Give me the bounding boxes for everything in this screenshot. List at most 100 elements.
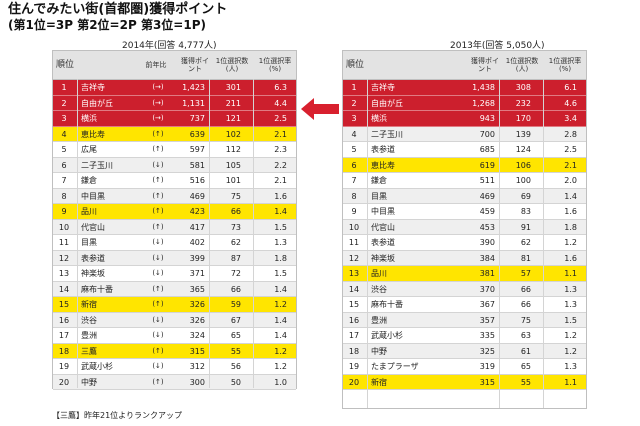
area-name-cell: 鎌倉 [81,176,97,185]
rate-cell: 1.0 [274,377,287,387]
rank-cell: 7 [351,176,357,185]
area-name-cell: 中野 [371,346,387,356]
trend-cell: (↑) [152,222,164,231]
rate-cell: 1.3 [564,362,577,371]
table-row: 11 表参道 390 62 1.2 [343,235,586,251]
trend-cell: (↑) [152,300,164,308]
votes-cell: 101 [225,176,241,185]
rate-cell: 1.8 [564,222,577,232]
table-row: 11 目黒 (↓) 402 62 1.3 [53,235,296,251]
header-rate: 1位選択率(%) [548,57,582,73]
area-name-cell: 二子玉川 [371,129,403,139]
area-name-cell: 中目黒 [81,191,105,201]
area-name-cell: 目黒 [371,191,387,201]
rate-cell: 2.5 [274,114,287,123]
table-row: 5 表参道 685 124 2.5 [343,142,586,158]
table-row: 15 新宿 (↑) 326 59 1.2 [53,297,296,313]
rank-cell: 14 [348,284,360,294]
table-row: 3 横浜 (→) 737 121 2.5 [53,111,296,127]
rank-cell: 8 [61,191,67,201]
rate-cell: 1.1 [564,377,577,387]
rank-cell: 12 [348,253,360,263]
rate-cell: 1.4 [274,315,287,325]
votes-cell: 69 [520,191,531,201]
table-row: 6 恵比寿 619 106 2.1 [343,157,586,173]
header-votes: 1位選択数(人) [215,57,249,73]
trend-cell: (↓) [152,331,164,339]
votes-cell: 62 [230,238,241,247]
votes-cell: 55 [520,377,531,387]
votes-cell: 112 [225,145,241,154]
area-name-cell: 豊洲 [371,315,387,325]
points-cell: 597 [189,145,205,154]
rate-cell: 4.4 [274,98,287,108]
table-row: 5 広尾 (↑) 597 112 2.3 [53,142,296,158]
rank-cell: 6 [351,160,357,170]
rate-cell: 1.2 [564,238,577,247]
page-subtitle: (第1位=3P 第2位=2P 第3位=1P) [8,18,206,32]
rank-cell: 6 [61,160,67,170]
points-cell: 700 [479,129,495,139]
table-row: 19 武蔵小杉 (↓) 312 56 1.2 [53,359,296,375]
table-row: 17 豊洲 (↓) 324 65 1.4 [53,328,296,344]
rank-cell: 4 [61,129,67,139]
votes-cell: 301 [225,83,241,92]
caption-2013: 2013年(回答 5,050人) [450,41,545,51]
area-name-cell: 三鷹 [81,346,97,356]
trend-cell: (↓) [152,253,164,262]
table-row: 12 神楽坂 384 81 1.6 [343,250,586,266]
points-cell: 390 [479,238,495,247]
votes-cell: 75 [520,315,531,325]
table-row: 3 横浜 943 170 3.4 [343,111,586,127]
trend-cell: (↓) [152,238,164,246]
area-name-cell: 表参道 [371,238,395,247]
votes-cell: 65 [230,331,241,340]
rank-cell: 20 [58,377,70,387]
caption-2014: 2014年(回答 4,777人) [122,41,217,51]
rank-cell: 14 [58,284,70,294]
points-cell: 581 [189,160,205,170]
area-name-cell: 吉祥寺 [371,83,395,92]
area-name-cell: 吉祥寺 [81,83,105,92]
votes-cell: 66 [520,284,531,294]
area-name-cell: 自由が丘 [371,98,403,108]
area-name-cell: 武蔵小杉 [371,331,403,340]
votes-cell: 63 [520,331,531,340]
votes-cell: 55 [230,346,241,356]
points-cell: 326 [189,300,205,309]
votes-cell: 59 [230,300,241,309]
points-cell: 381 [479,269,495,278]
rank-cell: 13 [58,269,70,278]
header-points: 獲得ポイント [471,57,499,73]
header-rank: 順位 [345,60,364,70]
rank-cell: 10 [58,222,70,232]
column-divider [499,79,500,408]
trend-cell: (↑) [152,377,164,386]
trend-cell: (↑) [152,284,164,293]
area-name-cell: 品川 [371,269,387,278]
trend-cell: (→) [152,98,164,107]
rank-cell: 3 [351,114,357,123]
points-cell: 1,438 [472,83,495,92]
rate-cell: 1.4 [274,331,287,340]
table-row: 20 中野 (↑) 300 50 1.0 [53,374,296,390]
table-row: 7 鎌倉 (↑) 516 101 2.1 [53,173,296,189]
rate-cell: 2.3 [274,145,287,154]
votes-cell: 66 [230,284,241,294]
votes-cell: 75 [230,191,241,201]
rank-cell: 20 [348,377,360,387]
points-cell: 357 [479,315,495,325]
arrow-left-icon [301,98,339,120]
area-name-cell: 渋谷 [81,315,97,325]
area-name-cell: 自由が丘 [81,98,113,108]
votes-cell: 102 [225,129,241,139]
table-row: 9 中目黒 459 83 1.6 [343,204,586,220]
rate-cell: 2.1 [274,129,287,139]
points-cell: 315 [479,377,495,387]
area-name-cell: 品川 [81,207,97,216]
column-divider [77,79,78,388]
votes-cell: 308 [515,83,531,92]
table-row: 16 豊洲 357 75 1.5 [343,312,586,328]
points-cell: 371 [189,269,205,278]
trend-cell: (↑) [152,145,164,153]
